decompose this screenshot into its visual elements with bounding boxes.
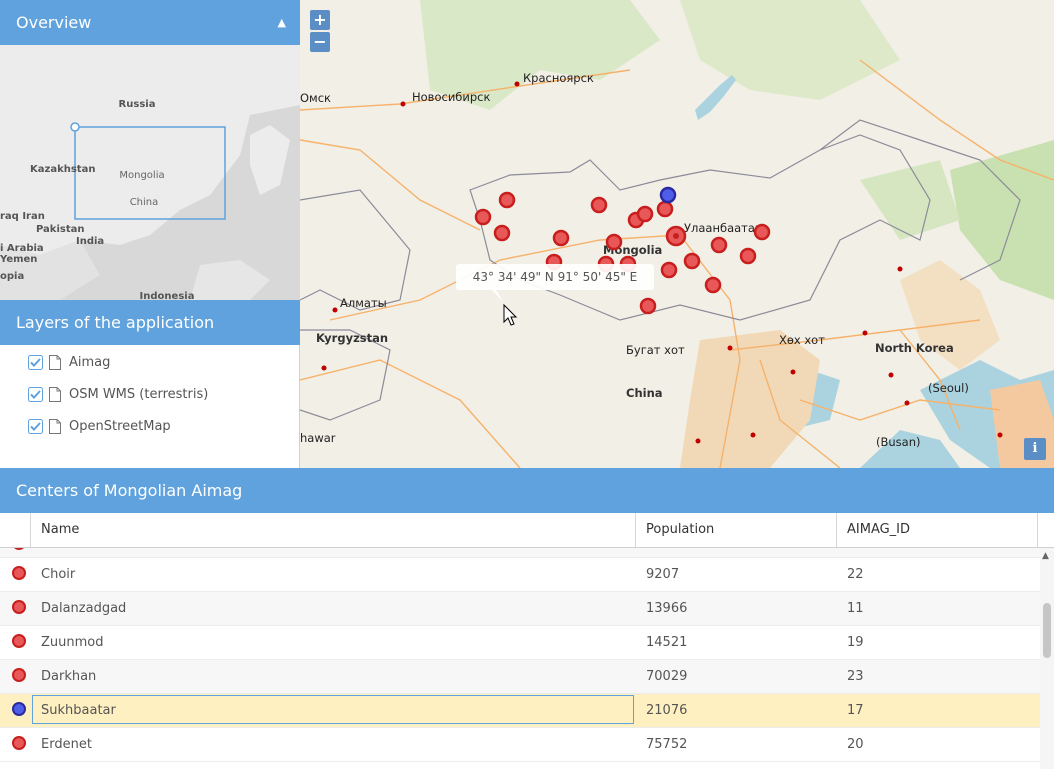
- overview-label-india: India: [76, 236, 104, 247]
- feature-symbol-icon: [12, 548, 26, 550]
- column-header-aimag-id[interactable]: AIMAG_ID: [837, 513, 1038, 547]
- layer-item-osm-wms[interactable]: OSM WMS (terrestris): [28, 383, 208, 407]
- map-label-china: China: [626, 386, 663, 400]
- table-row-partial[interactable]: [0, 548, 1040, 558]
- feature-symbol-icon: [12, 736, 26, 750]
- map-label-seoul: (Seoul): [928, 381, 969, 395]
- map-label-hawar: hawar: [300, 431, 336, 445]
- cell-name: Darkhan: [41, 669, 97, 684]
- cell-population: 70029: [646, 669, 688, 684]
- overview-label-pakistan: Pakistan: [36, 224, 85, 235]
- main-map[interactable]: Красноярск Новосибирск Омск Улаанбаатар …: [300, 0, 1054, 468]
- overview-label-indonesia: Indonesia: [140, 291, 195, 300]
- map-label-north-korea: North Korea: [875, 341, 954, 355]
- document-icon: [49, 355, 61, 370]
- map-label-krasnoyarsk: Красноярск: [523, 71, 594, 85]
- document-icon: [49, 419, 61, 434]
- column-header-population[interactable]: Population: [636, 513, 837, 547]
- overview-label-yemen: Yemen: [0, 254, 37, 265]
- overview-title: Overview: [16, 13, 92, 32]
- table-row[interactable]: Darkhan 70029 23: [0, 660, 1040, 694]
- feature-symbol-icon: [12, 702, 26, 716]
- layers-panel-header[interactable]: Layers of the application: [0, 300, 300, 345]
- map-label-novosibirsk: Новосибирск: [412, 90, 490, 104]
- overview-label-ethiopia: opia: [0, 271, 24, 282]
- layer-item-aimag[interactable]: Aimag: [28, 351, 110, 375]
- collapse-triangle-icon[interactable]: ▲: [277, 16, 286, 29]
- map-label-khukh: Хөх хот: [779, 333, 825, 347]
- map-label-omsk: Омск: [300, 91, 331, 105]
- zoom-out-button[interactable]: −: [310, 32, 330, 52]
- cell-aimag-id: 20: [847, 737, 864, 752]
- feature-symbol-icon: [12, 600, 26, 614]
- checkbox-checked-icon[interactable]: [28, 419, 43, 434]
- table-row[interactable]: Choir 9207 22: [0, 558, 1040, 592]
- layer-tree: Aimag OSM WMS (terrestris) OpenStreetMap: [0, 345, 300, 468]
- coordinate-tooltip: 43° 34' 49" N 91° 50' 45" E: [456, 264, 654, 290]
- cell-aimag-id: 19: [847, 635, 864, 650]
- main-map-graphic: Красноярск Новосибирск Омск Улаанбаатар …: [300, 0, 1054, 468]
- feature-symbol-icon: [12, 668, 26, 682]
- grid-column-header: Name Population AIMAG_ID: [0, 513, 1054, 548]
- table-row-selected[interactable]: Sukhbaatar 21076 17: [0, 694, 1040, 728]
- overview-label-arabia: i Arabia: [0, 243, 44, 254]
- overview-label-kazakhstan: Kazakhstan: [30, 164, 95, 175]
- table-row[interactable]: Dalanzadgad 13966 11: [0, 592, 1040, 626]
- cell-name: Erdenet: [41, 737, 92, 752]
- map-label-bugat: Бугат хот: [626, 343, 685, 357]
- layer-label: OSM WMS (terrestris): [69, 387, 209, 402]
- cell-population: 9207: [646, 567, 680, 582]
- overview-label-china: China: [130, 197, 159, 208]
- cell-population: 75752: [646, 737, 688, 752]
- feature-symbol-icon: [12, 634, 26, 648]
- grid-title: Centers of Mongolian Aimag: [16, 481, 243, 500]
- cell-aimag-id: 22: [847, 567, 864, 582]
- checkbox-checked-icon[interactable]: [28, 355, 43, 370]
- layer-label: OpenStreetMap: [69, 419, 171, 434]
- cell-aimag-id: 23: [847, 669, 864, 684]
- overview-map-graphic: Russia Kazakhstan Mongolia China raq Ira…: [0, 45, 300, 300]
- cell-aimag-id: 17: [847, 703, 864, 718]
- grid-panel-header: Centers of Mongolian Aimag: [0, 468, 1054, 513]
- cell-name: Choir: [41, 567, 76, 582]
- cell-population: 13966: [646, 601, 688, 616]
- overview-label-iraq-iran: raq Iran: [0, 211, 45, 222]
- feature-grid: Name Population AIMAG_ID Choir 9207 22 D…: [0, 513, 1054, 769]
- cell-name-focused[interactable]: Sukhbaatar: [32, 695, 634, 724]
- column-header-name[interactable]: Name: [31, 513, 636, 547]
- grid-scrollbar[interactable]: ▲: [1040, 548, 1054, 769]
- zoom-in-button[interactable]: +: [310, 10, 330, 30]
- layer-item-openstreetmap[interactable]: OpenStreetMap: [28, 415, 171, 439]
- map-label-ulaanbaatar: Улаанбаатар: [684, 221, 762, 235]
- overview-panel-header[interactable]: Overview ▲: [0, 0, 300, 45]
- map-label-busan: (Busan): [876, 435, 920, 449]
- cell-population: 14521: [646, 635, 688, 650]
- attribution-info-button[interactable]: i: [1024, 438, 1046, 460]
- feature-symbol-icon: [12, 566, 26, 580]
- cell-name: Dalanzadgad: [41, 601, 127, 616]
- layer-label: Aimag: [69, 355, 111, 370]
- cell-population: 21076: [646, 703, 688, 718]
- layers-title: Layers of the application: [16, 313, 215, 332]
- grid-body[interactable]: Choir 9207 22 Dalanzadgad 13966 11 Zuunm…: [0, 548, 1040, 769]
- scrollbar-thumb[interactable]: [1043, 603, 1051, 658]
- cell-name: Zuunmod: [41, 635, 104, 650]
- cell-aimag-id: 11: [847, 601, 864, 616]
- map-label-kyrgyzstan: Kyrgyzstan: [316, 331, 388, 345]
- overview-map[interactable]: Russia Kazakhstan Mongolia China raq Ira…: [0, 45, 300, 300]
- checkbox-checked-icon[interactable]: [28, 387, 43, 402]
- document-icon: [49, 387, 61, 402]
- map-label-almaty: Алматы: [340, 296, 387, 310]
- table-row[interactable]: Zuunmod 14521 19: [0, 626, 1040, 660]
- table-row[interactable]: Erdenet 75752 20: [0, 728, 1040, 762]
- overview-label-mongolia: Mongolia: [119, 170, 164, 181]
- overview-label-russia: Russia: [119, 99, 156, 110]
- column-header-symbol[interactable]: [0, 513, 31, 547]
- scroll-up-arrow-icon[interactable]: ▲: [1042, 551, 1049, 561]
